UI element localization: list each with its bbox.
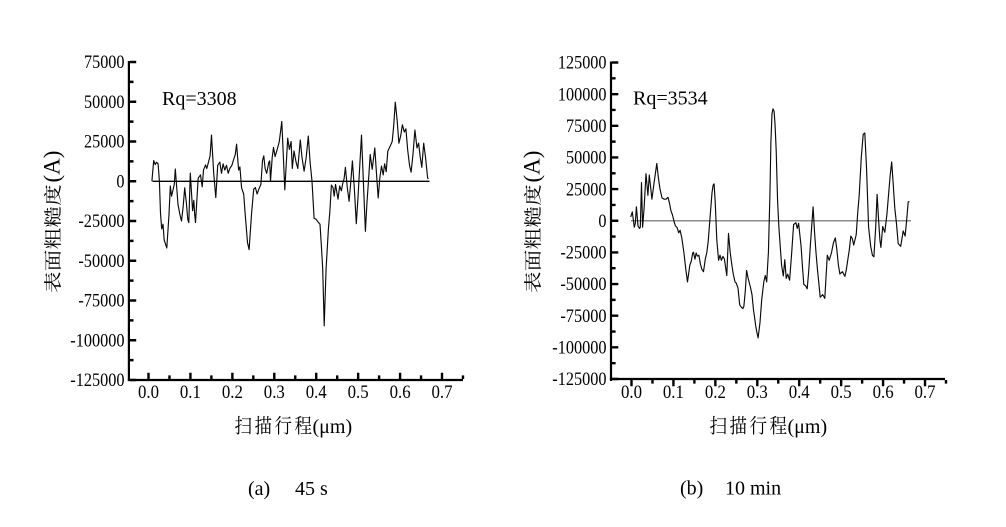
svg-text:0.1: 0.1 <box>180 382 201 403</box>
svg-text:45 s: 45 s <box>295 478 328 500</box>
svg-text:25000: 25000 <box>84 132 125 153</box>
svg-text:0.5: 0.5 <box>831 382 852 403</box>
svg-text:(b): (b) <box>680 478 703 500</box>
svg-text:0.1: 0.1 <box>663 382 684 403</box>
svg-text:-50000: -50000 <box>560 274 606 295</box>
svg-text:-100000: -100000 <box>552 338 606 359</box>
svg-text:-125000: -125000 <box>552 369 606 390</box>
svg-text:0: 0 <box>598 211 606 232</box>
svg-text:0.3: 0.3 <box>264 382 285 403</box>
svg-text:50000: 50000 <box>566 148 607 169</box>
svg-text:75000: 75000 <box>566 116 607 137</box>
svg-text:-25000: -25000 <box>78 211 124 232</box>
svg-text:10 min: 10 min <box>725 478 781 500</box>
svg-text:0.2: 0.2 <box>222 382 243 403</box>
svg-text:0.7: 0.7 <box>915 382 936 403</box>
svg-text:0.6: 0.6 <box>390 382 411 403</box>
svg-text:-25000: -25000 <box>560 243 606 264</box>
svg-text:0.5: 0.5 <box>348 382 369 403</box>
svg-text:100000: 100000 <box>558 84 607 105</box>
svg-text:-100000: -100000 <box>70 330 124 351</box>
svg-text:0.0: 0.0 <box>621 382 642 403</box>
svg-text:0.2: 0.2 <box>705 382 726 403</box>
svg-text:(a): (a) <box>248 478 270 500</box>
svg-text:Rq=3308: Rq=3308 <box>162 88 237 110</box>
svg-text:-50000: -50000 <box>78 251 124 272</box>
svg-text:0.7: 0.7 <box>432 382 453 403</box>
svg-text:(A): (A) <box>39 151 64 183</box>
svg-text:-75000: -75000 <box>560 306 606 327</box>
svg-text:0.0: 0.0 <box>138 382 159 403</box>
svg-text:(A): (A) <box>519 151 544 183</box>
svg-text:0.4: 0.4 <box>306 382 327 403</box>
svg-text:-75000: -75000 <box>78 291 124 312</box>
svg-text:75000: 75000 <box>84 52 125 73</box>
svg-text:(μm): (μm) <box>788 416 828 438</box>
svg-text:0.6: 0.6 <box>873 382 894 403</box>
svg-text:25000: 25000 <box>566 179 607 200</box>
svg-text:(μm): (μm) <box>313 416 353 438</box>
svg-text:0: 0 <box>116 171 124 192</box>
svg-text:50000: 50000 <box>84 92 125 113</box>
svg-text:0.3: 0.3 <box>747 382 768 403</box>
svg-text:-125000: -125000 <box>70 370 124 391</box>
svg-text:125000: 125000 <box>558 53 607 74</box>
svg-text:Rq=3534: Rq=3534 <box>633 88 708 110</box>
svg-text:0.4: 0.4 <box>789 382 810 403</box>
